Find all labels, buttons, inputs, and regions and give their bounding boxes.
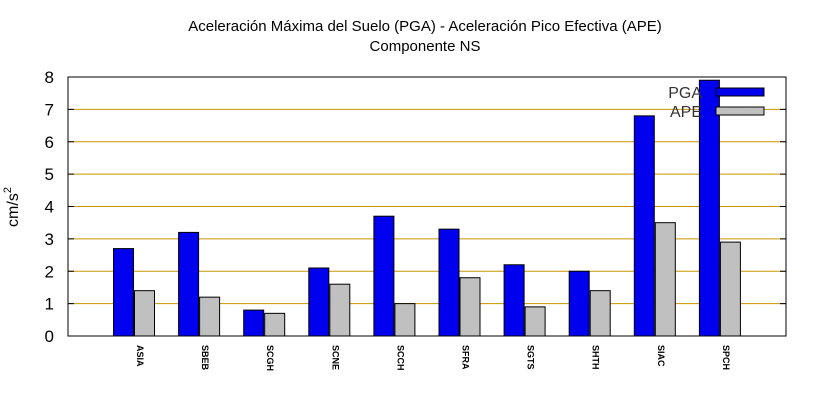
legend-swatch-pga — [715, 87, 765, 97]
x-tick-label: SGTS — [526, 345, 536, 370]
x-tick-label: SPCH — [721, 345, 731, 370]
bar-ape-shth — [589, 290, 611, 337]
legend: PGA APE — [668, 85, 765, 121]
bar-ape-scgh — [264, 312, 286, 337]
bar-ape-scne — [329, 283, 351, 337]
bar-pga-scgh — [243, 309, 265, 337]
x-tick-label: SIAC — [656, 345, 666, 367]
x-tick-label: SCNE — [330, 345, 340, 370]
legend-label-ape: APE — [670, 104, 702, 121]
y-axis-label: cm/s2 — [2, 187, 22, 227]
y-tick-label: 6 — [45, 133, 54, 152]
x-tick-label: SBEB — [200, 345, 210, 371]
legend-label-pga: PGA — [668, 85, 702, 102]
bar-ape-spch — [719, 241, 741, 337]
x-axis-ticks: ASIA SBEB SCGH SCNE SCCH SFRA SGTS SHTH SIAC SPCH — [135, 345, 731, 371]
y-tick-label: 7 — [45, 100, 54, 119]
chart-title-line1: Aceleración Máxima del Suelo (PGA) - Ace… — [188, 18, 662, 35]
plot-frame — [67, 76, 787, 337]
legend-swatch-ape — [715, 106, 765, 116]
bar-ape-sbeb — [199, 296, 221, 337]
grid — [68, 108, 786, 305]
bar-ape-sgts — [524, 306, 546, 337]
x-tick-label: ASIA — [135, 345, 145, 367]
bar-pga-siac — [633, 115, 655, 337]
bar-pga-shth — [568, 270, 590, 337]
bar-pga-sgts — [503, 264, 525, 337]
bar-ape-scch — [394, 303, 416, 337]
bar-pga-sfra — [438, 228, 460, 337]
bar-pga-scch — [373, 215, 395, 337]
y-axis-label-exponent: 2 — [2, 187, 14, 193]
x-tick-label: SHTH — [591, 345, 601, 370]
bar-pga-scne — [308, 267, 330, 337]
y-tick-label: 8 — [45, 68, 54, 87]
x-tick-label: SCGH — [265, 345, 275, 371]
bar-ape-siac — [654, 222, 676, 337]
y-tick-label: 2 — [45, 262, 54, 281]
bars — [113, 79, 741, 337]
bar-pga-sbeb — [178, 231, 200, 337]
y-tick-label: 3 — [45, 230, 54, 249]
bar-pga-asia — [113, 248, 134, 337]
y-axis-label-unit: cm/s — [5, 193, 22, 227]
x-tick-label: SFRA — [461, 345, 471, 370]
y-tick-label: 4 — [45, 198, 54, 217]
bar-ape-asia — [134, 290, 155, 337]
x-tick-label: SCCH — [395, 345, 405, 371]
y-tick-label: 0 — [45, 327, 54, 346]
bar-ape-sfra — [459, 277, 481, 337]
y-axis-ticks: 0 1 2 3 4 5 6 7 8 — [45, 68, 786, 346]
bar-pga-spch — [698, 79, 720, 337]
y-tick-label: 1 — [45, 295, 54, 314]
chart-title-line2: Componente NS — [370, 38, 481, 55]
y-tick-label: 5 — [45, 165, 54, 184]
